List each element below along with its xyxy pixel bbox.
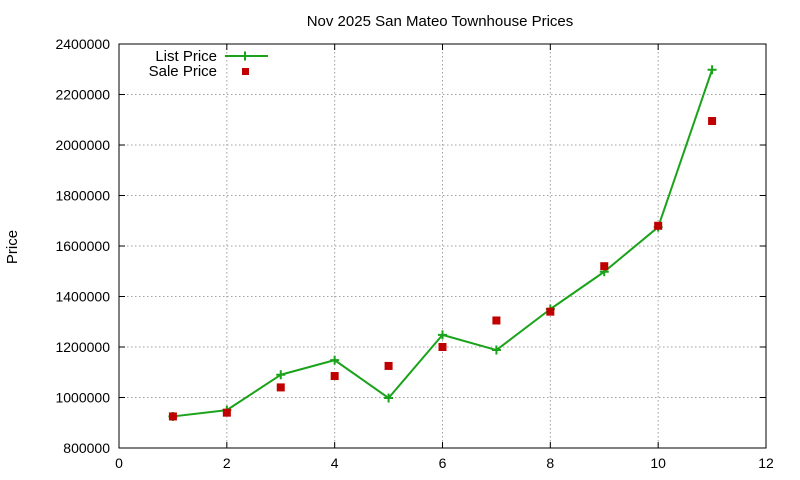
x-tick-label: 6 [439, 455, 447, 471]
x-tick-label: 12 [758, 455, 774, 471]
data-point-list-price [330, 355, 340, 365]
y-tick-label: 1400000 [55, 289, 110, 305]
legend-marker-sale-price [242, 68, 249, 75]
x-tick-label: 0 [115, 455, 123, 471]
x-tick-label: 10 [650, 455, 666, 471]
y-tick-label: 2200000 [55, 87, 110, 103]
y-tick-label: 1200000 [55, 339, 110, 355]
y-tick-label: 2000000 [55, 137, 110, 153]
data-point-list-price [491, 345, 501, 355]
legend: List Price Sale Price [149, 48, 268, 80]
y-tick-label: 1000000 [55, 390, 110, 406]
y-tick-label: 1800000 [55, 188, 110, 204]
data-point-sale-price [222, 408, 231, 417]
y-axis-label: Price [4, 230, 21, 264]
legend-label-list-price: List Price [155, 48, 217, 65]
data-point-sale-price [276, 383, 285, 392]
chart-title: Nov 2025 San Mateo Townhouse Prices [307, 13, 574, 30]
y-tick-label: 1600000 [55, 238, 110, 254]
data-point-list-price [276, 370, 286, 380]
data-point-sale-price [492, 316, 501, 325]
data-point-sale-price [168, 412, 177, 421]
data-point-sale-price [546, 307, 555, 316]
grid-lines [119, 44, 766, 448]
data-point-list-price [707, 65, 717, 75]
x-tick-label: 4 [331, 455, 339, 471]
data-point-sale-price [708, 117, 717, 126]
x-tick-label: 2 [223, 455, 231, 471]
legend-label-sale-price: Sale Price [149, 63, 217, 80]
axis-ticks: 0 2 4 6 8 10 12 800000 1000000 1200000 1400000 1600… [55, 36, 774, 471]
data-point-list-price [384, 393, 394, 403]
legend-marker-list-price [240, 51, 250, 61]
series-layer [168, 65, 717, 421]
y-tick-label: 2400000 [55, 36, 110, 52]
data-point-sale-price [384, 361, 393, 370]
data-point-sale-price [330, 372, 339, 381]
y-tick-label: 800000 [63, 440, 110, 456]
data-point-sale-price [654, 221, 663, 230]
data-point-list-price [438, 330, 447, 340]
x-tick-label: 8 [546, 455, 554, 471]
data-point-sale-price [600, 262, 609, 271]
data-point-sale-price [438, 343, 447, 351]
